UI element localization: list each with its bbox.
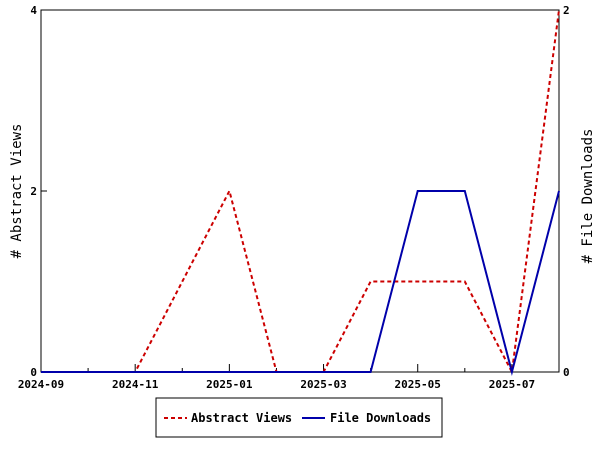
plot-area [40,9,560,373]
left-y-tick-label: 2 [30,185,37,198]
series-layer [41,9,560,376]
x-tick-label: 2025-01 [206,378,253,391]
left-y-axis-title: # Abstract Views [9,124,25,259]
x-tick-label: 2025-07 [489,378,535,391]
x-tick-label: 2024-09 [18,378,64,391]
right-y-axis: 02 [553,4,570,379]
x-tick-label: 2024-11 [112,378,159,391]
right-y-tick-label: 2 [563,4,570,17]
plot-frame [40,9,560,373]
x-tick-label: 2025-03 [300,378,346,391]
series-line-abstract-views [41,9,560,376]
left-y-tick-label: 4 [30,4,37,17]
x-axis: 2024-09 2024-11 2025-01 2025-03 2025-05 2025-… [18,364,560,391]
right-y-tick-label: 0 [563,366,570,379]
legend: Abstract Views File Downloads [155,397,443,438]
left-y-tick-label: 0 [30,366,37,379]
right-y-axis-title: # File Downloads [580,129,596,264]
x-tick-label: 2025-05 [395,378,441,391]
left-y-axis: 0 2 4 [30,4,47,379]
series-line-file-downloads [41,190,560,376]
legend-label-abstract-views: Abstract Views [191,411,292,425]
legend-box [155,397,443,438]
legend-label-file-downloads: File Downloads [330,411,431,425]
